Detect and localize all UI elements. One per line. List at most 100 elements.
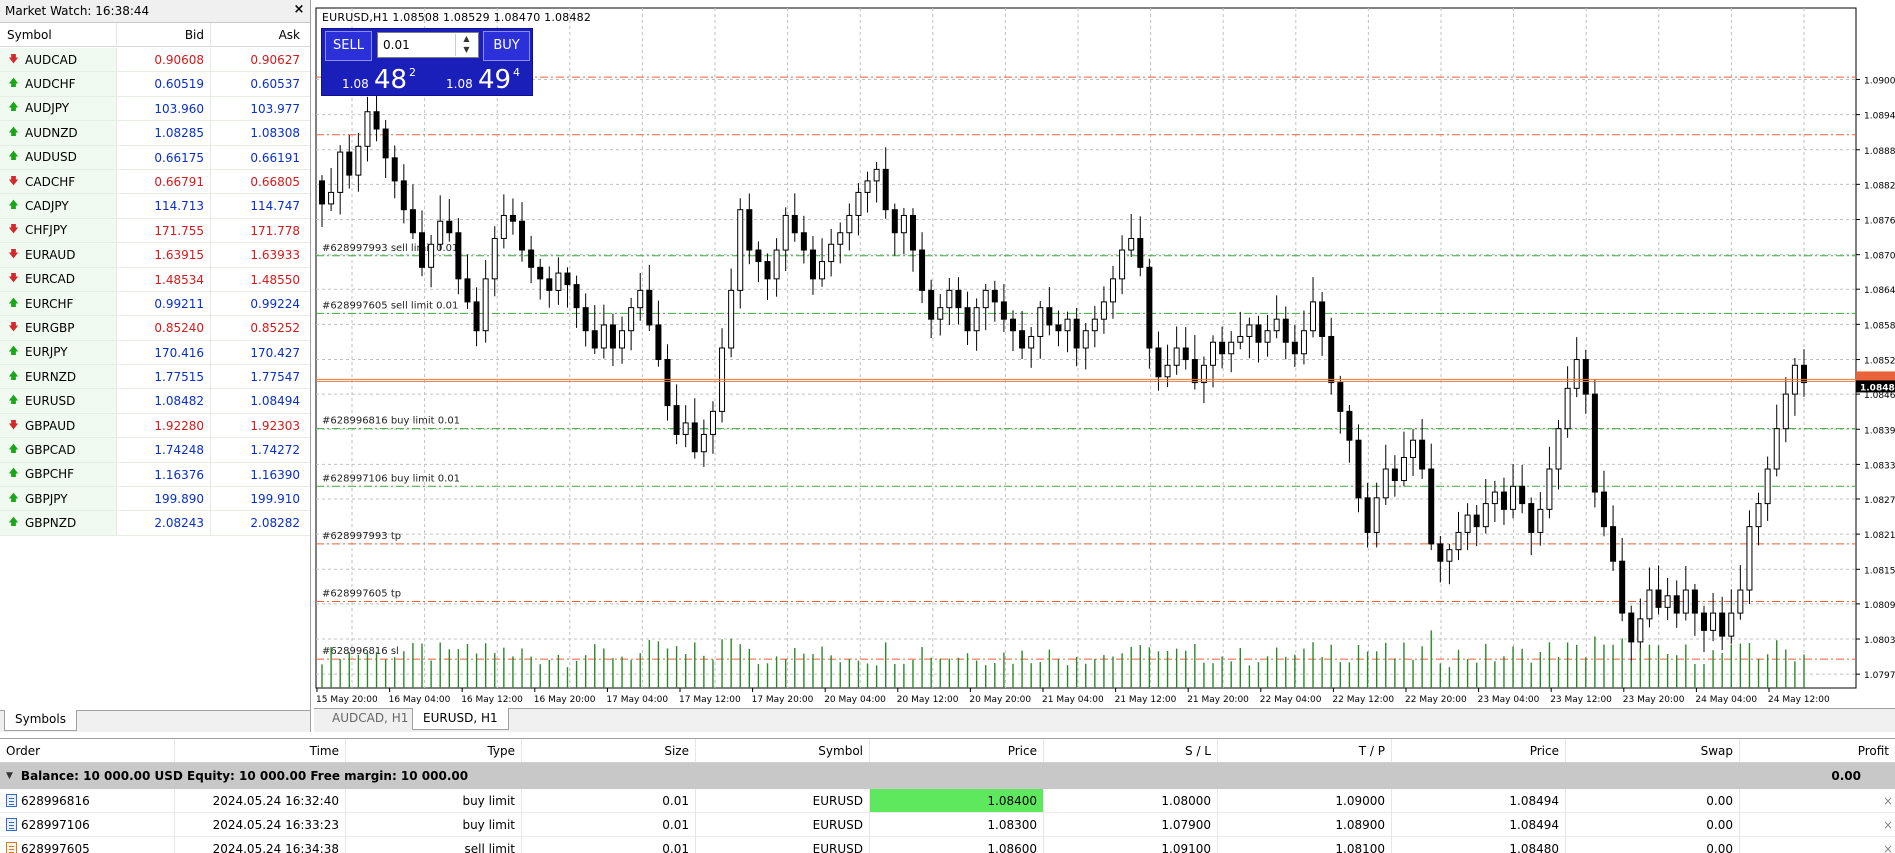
column-header[interactable]: S / L (1044, 739, 1218, 762)
column-header-bid[interactable]: Bid (116, 23, 210, 46)
order-number: 628997106 (21, 818, 90, 832)
order-cell-symbol: EURUSD (696, 837, 870, 853)
column-header-symbol[interactable]: Symbol (7, 28, 52, 42)
order-row[interactable]: 628997106 2024.05.24 16:33:23 buy limit 0.0… (0, 813, 1895, 837)
order-number: 628997605 (21, 842, 90, 853)
candle-body (1546, 468, 1553, 510)
symbol-name: EURNZD (25, 369, 77, 384)
bid-cell: 0.66791 (116, 169, 210, 194)
candle-body (437, 220, 444, 245)
column-header[interactable]: Time (175, 739, 346, 762)
market-watch-row[interactable]: 🡅 EURNZD 1.77515 1.77547 (0, 365, 310, 390)
tab-symbols[interactable]: Symbols (4, 710, 77, 731)
order-number: 628996816 (21, 794, 90, 808)
symbol-cell: 🡇 GBPAUD (0, 413, 116, 438)
x-tick-label: 16 May 04:00 (389, 695, 451, 705)
candle-body (937, 307, 944, 320)
market-watch-row[interactable]: 🡇 EURCAD 1.48534 1.48550 (0, 267, 310, 292)
buy-button[interactable]: BUY (483, 31, 530, 61)
column-header[interactable]: Size (522, 739, 696, 762)
market-watch-row[interactable]: 🡅 EURUSD 1.08482 1.08494 (0, 389, 310, 414)
symbol-name: GBPCAD (25, 442, 76, 457)
bid-price-marker (1856, 380, 1895, 393)
candle-body (1064, 318, 1071, 332)
column-header[interactable]: Type (346, 739, 522, 762)
ask-price-marker (1856, 371, 1895, 382)
buy-price-button[interactable]: 1.08 49 4 (429, 64, 531, 95)
close-order-icon[interactable]: × (1882, 794, 1893, 808)
order-cell-cur: 1.08494 (1392, 813, 1566, 836)
sell-price-button[interactable]: 1.08 48 2 (325, 64, 427, 95)
market-watch-row[interactable]: 🡅 EURJPY 170.416 170.427 (0, 340, 310, 366)
balance-row[interactable]: ▼ Balance: 10 000.00 USD Equity: 10 000.… (0, 763, 1895, 789)
column-header[interactable]: Order (0, 739, 175, 762)
candle-body (564, 272, 571, 286)
tab-eurusd-h1[interactable]: EURUSD, H1 (412, 708, 509, 730)
market-watch-row[interactable]: 🡅 EURCHF 0.99211 0.99224 (0, 291, 310, 317)
spin-up-icon[interactable]: ▲ (463, 34, 470, 43)
market-watch-row[interactable]: 🡅 CADJPY 114.713 114.747 (0, 194, 310, 219)
column-header[interactable]: Symbol (696, 739, 870, 762)
sell-price-prefix: 1.08 (342, 77, 369, 91)
candle-body (482, 278, 489, 332)
market-watch-row[interactable]: 🡅 AUDCHF 0.60519 0.60537 (0, 72, 310, 97)
market-watch-row[interactable]: 🡇 EURAUD 1.63915 1.63933 (0, 243, 310, 268)
order-row[interactable]: 628996816 2024.05.24 16:32:40 buy limit 0.0… (0, 789, 1895, 813)
market-watch-row[interactable]: 🡇 GBPAUD 1.92280 1.92303 (0, 413, 310, 439)
column-header[interactable]: Profit (1857, 744, 1889, 758)
candle-body (864, 180, 871, 193)
spin-down-icon[interactable]: ▼ (463, 45, 470, 54)
lot-spinner[interactable]: ▲ ▼ (455, 34, 477, 56)
order-cell-order: 628997605 (0, 837, 175, 853)
candle-body (1282, 318, 1289, 343)
ask-cell: 1.92303 (210, 413, 308, 438)
candle-body (882, 168, 889, 211)
market-watch-row[interactable]: 🡅 GBPCHF 1.16376 1.16390 (0, 462, 310, 488)
order-cell-sl: 1.08000 (1044, 789, 1218, 812)
market-watch-row[interactable]: 🡇 AUDCAD 0.90608 0.90627 (0, 48, 310, 73)
column-header[interactable]: Price (1392, 739, 1566, 762)
order-row[interactable]: 628997605 2024.05.24 16:34:38 sell limit 0.… (0, 837, 1895, 853)
column-header[interactable]: Price (870, 739, 1044, 762)
y-tick-label: 1.08096 (1864, 601, 1895, 611)
candle-body (1573, 359, 1580, 389)
market-watch-row[interactable]: 🡅 AUDUSD 0.66175 0.66191 (0, 145, 310, 170)
symbol-cell: 🡇 EURGBP (0, 316, 116, 340)
market-watch-row[interactable]: 🡅 GBPCAD 1.74248 1.74272 (0, 438, 310, 463)
market-watch-row[interactable]: 🡇 CHFJPY 171.755 171.778 (0, 218, 310, 244)
close-order-icon[interactable]: × (1882, 842, 1893, 853)
candle-body (1482, 503, 1489, 528)
collapse-triangle-icon[interactable]: ▼ (6, 771, 13, 781)
market-watch-row[interactable]: 🡅 AUDJPY 103.960 103.977 (0, 96, 310, 122)
x-tick-label: 17 May 12:00 (679, 695, 741, 705)
candle-body (1628, 612, 1635, 643)
column-header-ask[interactable]: Ask (210, 23, 308, 46)
close-icon[interactable]: × (293, 2, 305, 17)
market-watch-row[interactable]: 🡇 EURGBP 0.85240 0.85252 (0, 316, 310, 341)
bid-cell: 0.90608 (116, 48, 210, 72)
market-watch-title-bar: Market Watch: 16:38:44 × (0, 0, 310, 23)
tab-audcad-h1[interactable]: AUDCAD, H1 (332, 711, 409, 725)
candle-body (1346, 410, 1353, 441)
column-header[interactable]: Swap (1566, 739, 1740, 762)
market-watch-row[interactable]: 🡅 GBPJPY 199.890 199.910 (0, 487, 310, 512)
market-watch-row[interactable]: 🡅 GBPNZD 2.08243 2.08282 (0, 511, 310, 536)
symbol-name: GBPCHF (25, 467, 75, 482)
y-tick-label: 1.08642 (1864, 286, 1895, 296)
order-cell-swap: 0.00 (1566, 813, 1740, 836)
close-order-icon[interactable]: × (1882, 818, 1893, 832)
column-header[interactable]: T / P (1218, 739, 1392, 762)
order-cell-time: 2024.05.24 16:33:23 (175, 813, 346, 836)
sell-button[interactable]: SELL (325, 31, 372, 61)
market-watch-row[interactable]: 🡇 CADCHF 0.66791 0.66805 (0, 169, 310, 195)
market-watch-row[interactable]: 🡅 AUDNZD 1.08285 1.08308 (0, 121, 310, 146)
price-chart[interactable]: 1.09006 1.08945 1.08884 1.08824 1.08763 1.087… (314, 0, 1895, 708)
chart-window[interactable]: 1.09006 1.08945 1.08884 1.08824 1.08763 1.087… (314, 0, 1895, 708)
candle-body (1564, 387, 1571, 430)
order-cell-price: 1.08400 (870, 789, 1044, 812)
bid-cell: 103.960 (116, 96, 210, 121)
symbol-name: EURJPY (25, 345, 68, 360)
lot-size-input[interactable]: 0.01 ▲ ▼ (377, 32, 479, 58)
arrow-up-icon: 🡅 (8, 126, 19, 138)
